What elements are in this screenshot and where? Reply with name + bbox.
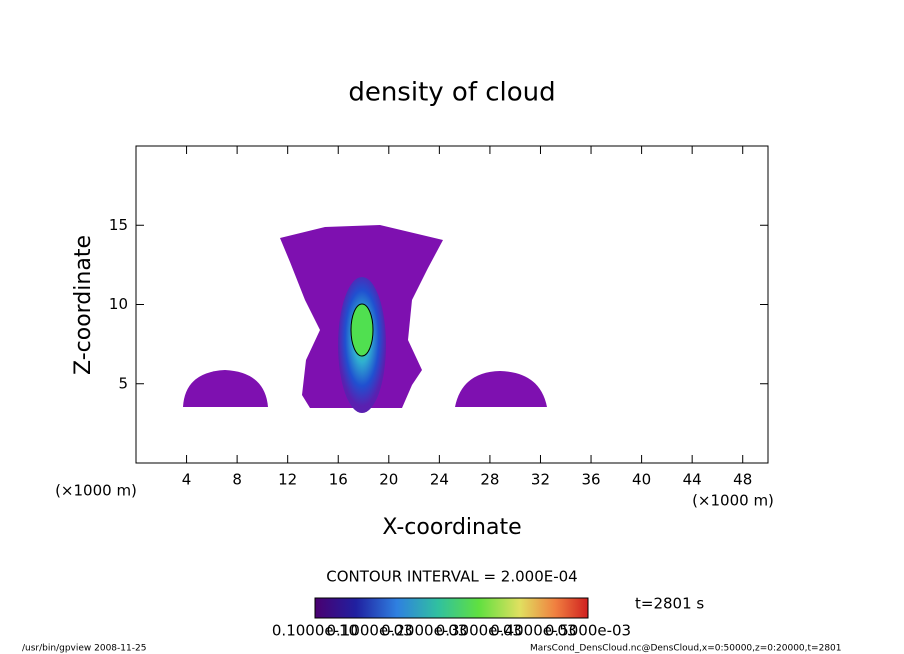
x-axis-label: X-coordinate	[382, 515, 521, 540]
y-tick-label: 5	[118, 374, 128, 392]
cloud-region	[455, 371, 547, 407]
x-tick-label: 8	[232, 471, 242, 489]
colorbar-label: 0.5000e-03	[545, 622, 631, 640]
x-tick-label: 4	[182, 471, 192, 489]
colorbar	[314, 597, 589, 619]
y-tick-label: 15	[109, 216, 128, 234]
x-tick-label: 36	[581, 471, 600, 489]
cloud-region	[183, 370, 268, 407]
colorbar-label: 0.4000e-03	[490, 622, 576, 640]
colorbar-label: 0.3000e-03	[436, 622, 522, 640]
cloud-field	[183, 225, 547, 413]
x-tick-label: 32	[531, 471, 550, 489]
footer: /usr/bin/gpview 2008-11-25	[22, 644, 146, 654]
x-tick-label: 44	[683, 471, 702, 489]
time-label: t=2801 s	[635, 595, 704, 613]
colorbar-label: 0.2000e-03	[381, 622, 467, 640]
y-axis-label: Z-coordinate	[71, 235, 96, 375]
x-unit: (×1000 m)	[692, 492, 774, 510]
colorbar-label: 0.1000e-03	[326, 622, 412, 640]
plot-frame	[135, 145, 769, 464]
cloud-core	[350, 303, 374, 357]
contour-interval: CONTOUR INTERVAL = 2.000E-04	[326, 568, 577, 586]
x-tick-label: 24	[430, 471, 449, 489]
chart-title: density of cloud	[348, 78, 555, 108]
x-tick-label: 20	[379, 471, 398, 489]
y-tick-label: 10	[109, 295, 128, 313]
x-tick-label: 28	[480, 471, 499, 489]
x-tick-label: 48	[733, 471, 752, 489]
footer: MarsCond_DensCloud.nc@DensCloud,x=0:5000…	[530, 644, 842, 654]
x-tick-label: 12	[278, 471, 297, 489]
x-tick-label: 16	[329, 471, 348, 489]
x-tick-label: 40	[632, 471, 651, 489]
x-unit: (×1000 m)	[55, 482, 137, 500]
colorbar-label: 0.1000e-10	[272, 622, 358, 640]
